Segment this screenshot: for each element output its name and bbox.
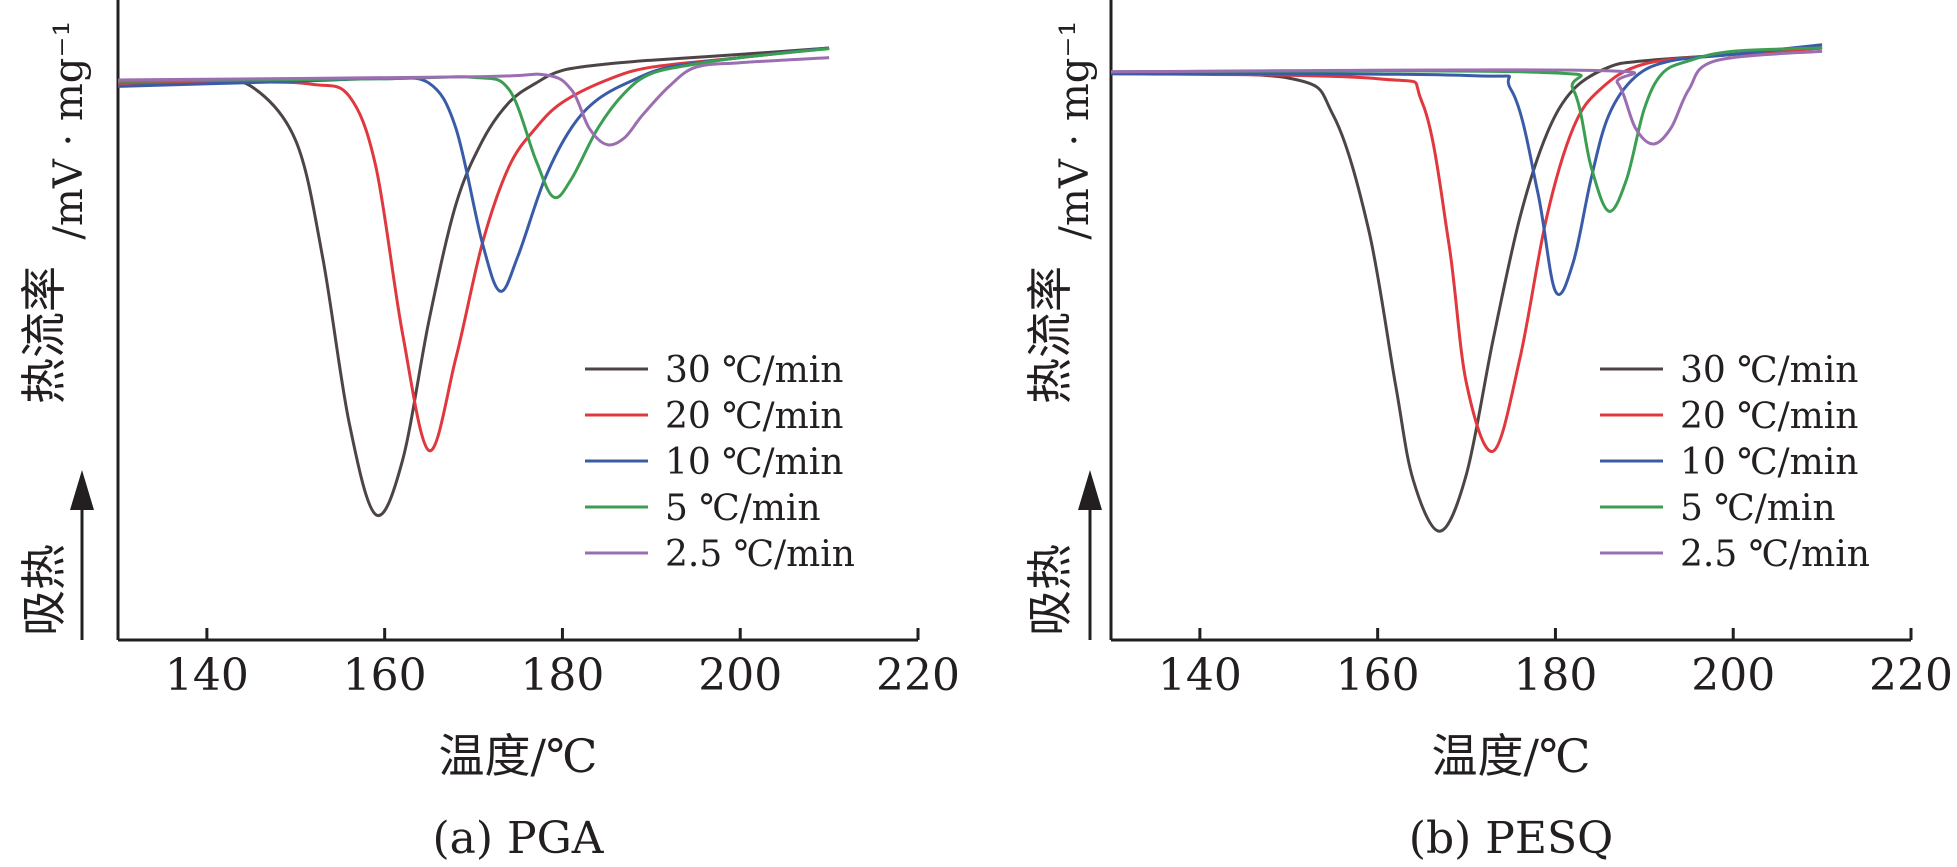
x-tick-label: 140 — [1158, 650, 1242, 701]
endo-indicator: 吸热 热流率 /mV · mg⁻¹ — [17, 20, 94, 640]
x-axis-label: 温度/℃ — [439, 729, 598, 783]
series-line — [117, 46, 830, 518]
x-tick-label: 180 — [1513, 650, 1597, 701]
series-line — [117, 56, 830, 147]
legend-label: 5 ℃/min — [665, 488, 821, 529]
legend: 30 ℃/min 20 ℃/min 10 ℃/min 5 ℃/min 2.5 ℃/min — [1600, 350, 1870, 575]
x-tick-label: 180 — [520, 650, 604, 701]
series-line — [117, 47, 830, 200]
endo-label: 吸热 — [17, 544, 71, 636]
y-axis-label: 热流率 — [17, 266, 71, 404]
x-tick-label: 220 — [1869, 650, 1953, 701]
x-tick-labels: 140 160 180 200 220 — [165, 650, 960, 701]
series-lines — [1110, 43, 1823, 533]
endo-arrow-head — [1078, 470, 1102, 510]
endo-indicator: 吸热 热流率 /mV · mg⁻¹ — [1023, 20, 1102, 640]
x-tick-label: 140 — [165, 650, 249, 701]
series-line — [1110, 46, 1823, 453]
y-axis-label: 热流率 — [1023, 266, 1077, 404]
series-line — [1110, 46, 1823, 213]
x-ticks — [205, 628, 920, 640]
series-lines — [117, 46, 830, 518]
legend-label: 30 ℃/min — [665, 350, 844, 391]
y-axis-unit: /mV · mg⁻¹ — [46, 20, 92, 239]
panel-caption: (a) PGA — [432, 813, 604, 864]
x-tick-label: 220 — [876, 650, 960, 701]
x-tick-labels: 140 160 180 200 220 — [1158, 650, 1953, 701]
panel-b: 140 160 180 200 220 30 ℃/min 20 ℃/min 10 ℃/min… — [1023, 0, 1953, 864]
x-axis-label: 温度/℃ — [1432, 729, 1591, 783]
legend-label: 20 ℃/min — [1680, 396, 1859, 437]
panel-caption: (b) PESQ — [1409, 813, 1613, 864]
endo-arrow-head — [70, 470, 94, 510]
legend-label: 10 ℃/min — [1680, 442, 1859, 483]
series-line — [1110, 46, 1823, 533]
endo-label: 吸热 — [1023, 544, 1077, 636]
x-tick-label: 200 — [1691, 650, 1775, 701]
panel-a: 140 160 180 200 220 30 ℃/min 20 ℃/min 10 ℃/min… — [17, 0, 960, 864]
legend-label: 10 ℃/min — [665, 442, 844, 483]
x-tick-label: 160 — [343, 650, 427, 701]
legend-label: 2.5 ℃/min — [665, 534, 855, 575]
legend: 30 ℃/min 20 ℃/min 10 ℃/min 5 ℃/min 2.5 ℃/min — [585, 350, 855, 575]
legend-label: 20 ℃/min — [665, 396, 844, 437]
series-line — [1110, 49, 1823, 146]
legend-label: 30 ℃/min — [1680, 350, 1859, 391]
series-line — [1110, 43, 1823, 296]
series-line — [117, 46, 830, 293]
x-tick-label: 200 — [698, 650, 782, 701]
series-line — [117, 46, 830, 453]
x-ticks — [1198, 628, 1913, 640]
x-tick-label: 160 — [1336, 650, 1420, 701]
y-axis-unit: /mV · mg⁻¹ — [1052, 20, 1098, 239]
legend-label: 5 ℃/min — [1680, 488, 1836, 529]
legend-label: 2.5 ℃/min — [1680, 534, 1870, 575]
